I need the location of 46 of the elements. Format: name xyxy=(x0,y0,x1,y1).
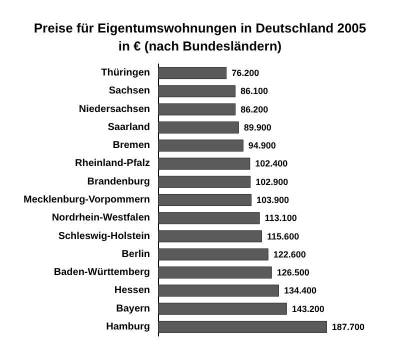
data-label: 103.900 xyxy=(256,195,290,205)
data-label: 115.600 xyxy=(267,231,300,242)
data-label: 113.100 xyxy=(264,213,297,224)
y-tick-label: Nordrhein-Westfalen xyxy=(52,212,150,224)
data-label: 143.200 xyxy=(292,304,324,314)
y-tick-label: Sachsen xyxy=(108,86,150,97)
y-tick-label: Hamburg xyxy=(106,321,150,332)
data-label: 187.700 xyxy=(332,322,364,332)
y-tick-label: Rheinland-Pfalz xyxy=(74,158,150,170)
bar xyxy=(158,248,268,260)
bar xyxy=(158,230,262,242)
y-tick-label: Thüringen xyxy=(101,68,150,79)
y-tick-label: Berlin xyxy=(122,248,150,260)
bar xyxy=(158,176,251,188)
bar xyxy=(158,194,252,206)
data-label: 94.900 xyxy=(248,140,276,151)
y-tick-label: Baden-Württemberg xyxy=(54,267,150,278)
bar xyxy=(158,121,239,134)
data-label: 89.900 xyxy=(244,122,272,132)
chart-title: Preise für Eigentumswohnungen in Deutschland 2005 in € (nach Bundesländern) xyxy=(34,20,366,54)
y-tick-label: Bayern xyxy=(116,303,150,314)
bar xyxy=(158,103,236,116)
bar xyxy=(158,266,272,279)
data-label: 122.600 xyxy=(273,249,306,260)
bar xyxy=(158,212,260,224)
bar xyxy=(158,320,327,333)
bar xyxy=(158,302,287,315)
data-label: 134.400 xyxy=(284,286,317,296)
y-tick-label: Hessen xyxy=(114,285,150,296)
y-tick-label: Niedersachsen xyxy=(78,104,150,115)
bar xyxy=(158,158,250,170)
y-tick-label: Brandenburg xyxy=(87,176,150,188)
bar xyxy=(158,284,279,297)
bar xyxy=(158,85,236,98)
data-label: 86.100 xyxy=(240,86,268,96)
data-label: 126.500 xyxy=(276,268,310,278)
data-label: 102.400 xyxy=(255,158,288,169)
y-tick-label: Schleswig-Holstein xyxy=(58,230,150,242)
y-tick-label: Saarland xyxy=(108,122,150,133)
y-tick-label: Mecklenburg-Vorpommern xyxy=(24,194,150,206)
data-label: 102.900 xyxy=(256,176,288,187)
data-label: 86.200 xyxy=(240,104,268,114)
y-tick-label: Bremen xyxy=(112,140,150,152)
data-label: 76.200 xyxy=(232,68,260,78)
bar xyxy=(158,67,227,80)
bar xyxy=(158,140,244,152)
